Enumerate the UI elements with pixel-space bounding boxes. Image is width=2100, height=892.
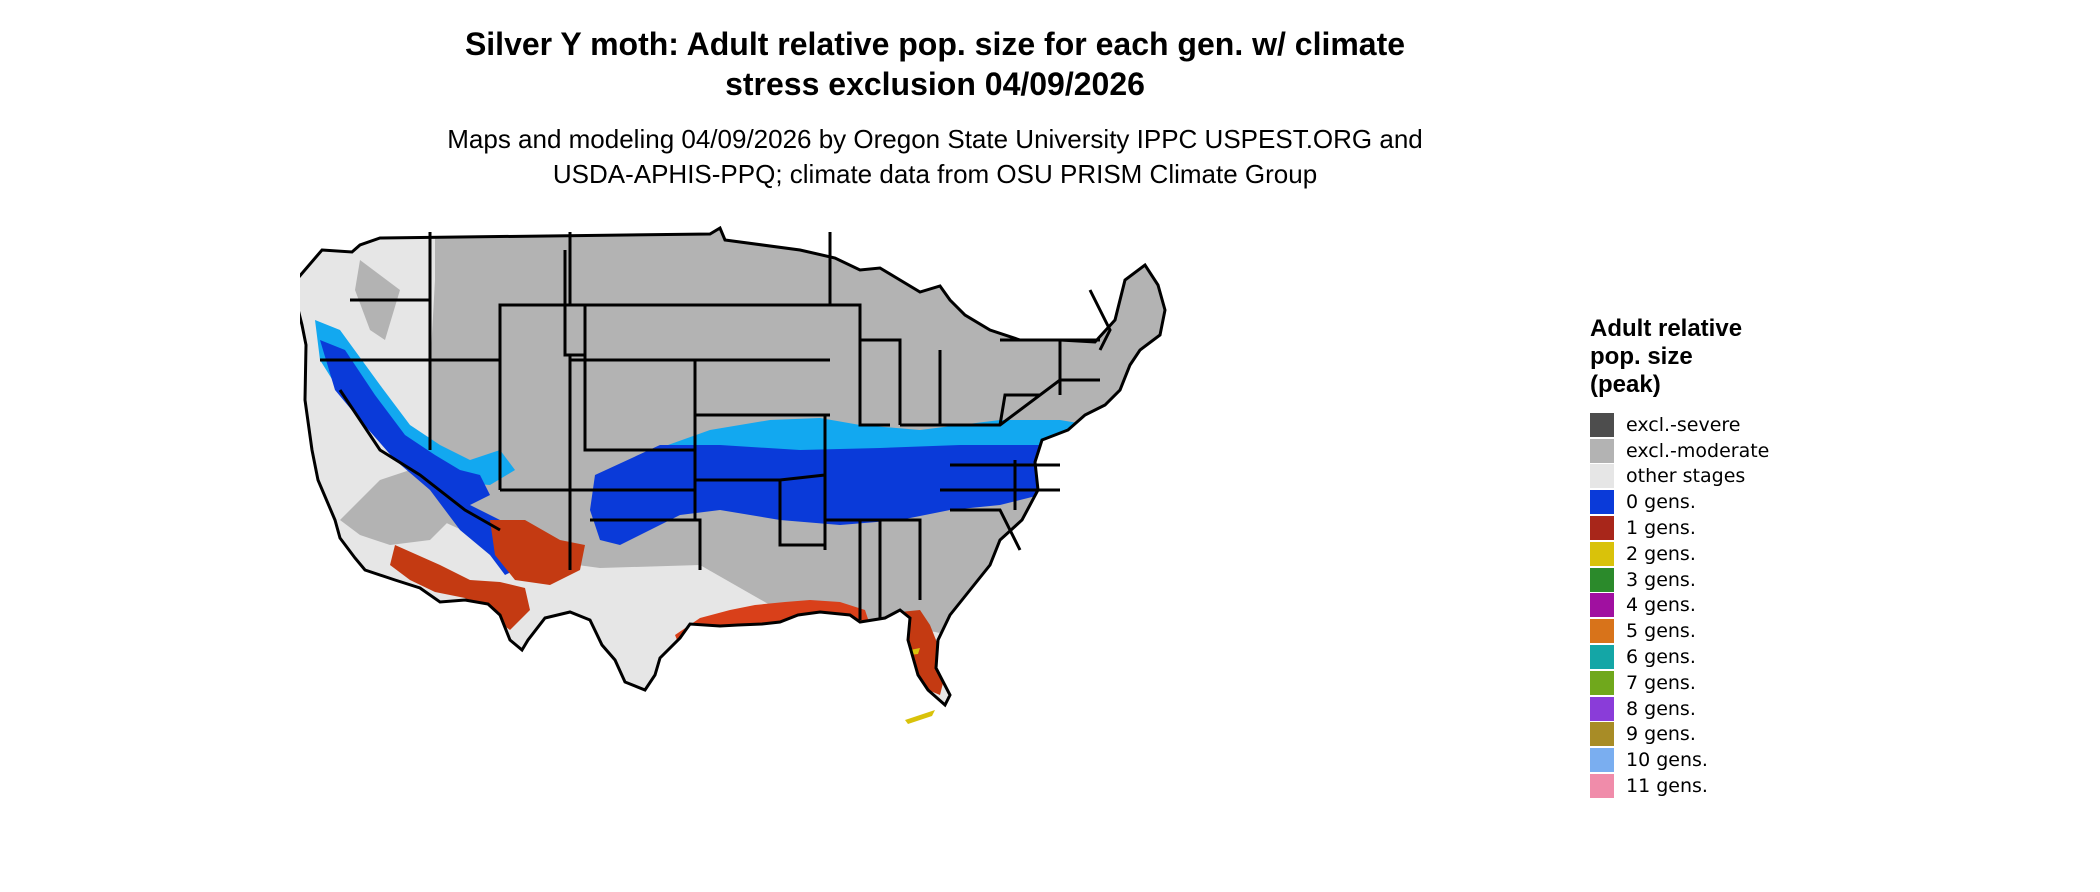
- region-zero-gens-dark: [590, 445, 1090, 545]
- legend-title-line-3: (peak): [1590, 371, 1661, 398]
- legend-label: 2 gens.: [1626, 542, 1696, 565]
- legend-label: 8 gens.: [1626, 697, 1696, 720]
- legend-swatch: [1590, 541, 1614, 566]
- legend-label: 9 gens.: [1626, 723, 1696, 746]
- legend-item: 0 gens.: [1590, 489, 1830, 515]
- legend-swatch: [1590, 516, 1614, 541]
- region-two-gens-keys: [905, 710, 935, 724]
- legend-label: 11 gens.: [1626, 775, 1708, 798]
- legend-title: Adult relative pop. size (peak): [1590, 315, 1830, 399]
- legend-item: 8 gens.: [1590, 696, 1830, 722]
- region-one-gen-florida: [900, 610, 945, 695]
- legend-item: 6 gens.: [1590, 644, 1830, 670]
- legend-title-line-1: Adult relative: [1590, 315, 1743, 342]
- legend-swatch: [1590, 696, 1614, 721]
- legend-item: 4 gens.: [1590, 593, 1830, 619]
- legend-item: 3 gens.: [1590, 567, 1830, 593]
- legend-label: 0 gens.: [1626, 491, 1696, 514]
- legend-swatch: [1590, 670, 1614, 695]
- title-line-1: Silver Y moth: Adult relative pop. size …: [464, 26, 1406, 62]
- legend-item: 7 gens.: [1590, 670, 1830, 696]
- legend-swatch: [1590, 645, 1614, 670]
- legend-item: 11 gens.: [1590, 773, 1830, 799]
- region-one-gen-southwest: [390, 520, 585, 630]
- legend-label: 7 gens.: [1626, 671, 1696, 694]
- legend-item: 5 gens.: [1590, 618, 1830, 644]
- legend-item: other stages: [1590, 464, 1830, 490]
- legend-label: 5 gens.: [1626, 620, 1696, 643]
- region-zero-gens-west-dark: [320, 340, 540, 575]
- legend-label: 4 gens.: [1626, 594, 1696, 617]
- legend-item: excl.-moderate: [1590, 438, 1830, 464]
- legend-swatch: [1590, 567, 1614, 592]
- legend-item: 2 gens.: [1590, 541, 1830, 567]
- legend-item: 1 gens.: [1590, 515, 1830, 541]
- legend-label: excl.-moderate: [1626, 439, 1770, 462]
- legend-list: excl.-severe excl.-moderate other stages 0 …: [1590, 412, 1830, 799]
- legend-label: 1 gens.: [1626, 517, 1696, 540]
- legend-swatch: [1590, 748, 1614, 773]
- legend-label: 6 gens.: [1626, 646, 1696, 669]
- map-legend: Adult relative pop. size (peak) excl.-se…: [1590, 315, 1830, 799]
- subtitle-line-1: Maps and modeling 04/09/2026 by Oregon S…: [447, 124, 1423, 154]
- legend-item: excl.-severe: [1590, 412, 1830, 438]
- state-borders: [300, 226, 1167, 707]
- region-excl-moderate-west: [340, 260, 510, 545]
- map-subtitle: Maps and modeling 04/09/2026 by Oregon S…: [300, 122, 1570, 192]
- legend-title-line-2: pop. size: [1590, 343, 1693, 370]
- legend-swatch: [1590, 619, 1614, 644]
- title-line-2: stress exclusion 04/09/2026: [725, 66, 1145, 102]
- legend-swatch: [1590, 774, 1614, 799]
- legend-swatch: [1590, 490, 1614, 515]
- legend-label: excl.-severe: [1626, 413, 1741, 436]
- legend-item: 10 gens.: [1590, 747, 1830, 773]
- legend-swatch: [1590, 412, 1614, 437]
- legend-label: other stages: [1626, 465, 1746, 488]
- legend-item: 9 gens.: [1590, 722, 1830, 748]
- legend-swatch: [1590, 593, 1614, 618]
- us-map: [300, 226, 1167, 724]
- legend-swatch: [1590, 438, 1614, 463]
- legend-swatch: [1590, 464, 1614, 489]
- legend-label: 10 gens.: [1626, 749, 1708, 772]
- legend-swatch: [1590, 722, 1614, 747]
- subtitle-line-2: USDA-APHIS-PPQ; climate data from OSU PR…: [552, 159, 1318, 189]
- legend-label: 3 gens.: [1626, 568, 1696, 591]
- map-title: Silver Y moth: Adult relative pop. size …: [300, 24, 1570, 104]
